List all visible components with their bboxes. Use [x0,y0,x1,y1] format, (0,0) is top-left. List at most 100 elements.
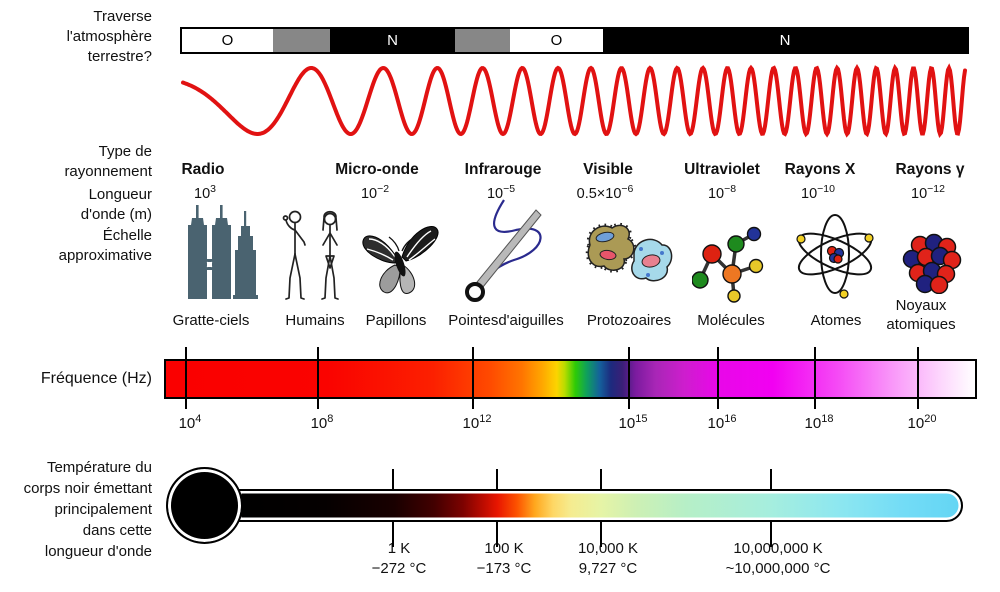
wavelength-value-rayons-x: 10−10 [801,183,835,202]
wavelength-base: 10 [911,185,928,202]
wavelength-base: 10 [801,185,818,202]
band-label-infrarouge: Infrarouge [464,161,542,178]
molecule-icon [692,222,768,304]
frequency-tick [628,347,630,409]
frequency-tick-value: 1020 [908,413,937,432]
frequency-base: 10 [804,415,822,432]
frequency-exponent: 20 [924,413,937,425]
atmosphere-question-label: Traverse l'atmosphère terrestre? [0,7,152,67]
humans-icon [278,208,352,303]
wavelength-value-micro-onde: 10−2 [361,183,389,202]
atmosphere-segment-partial [455,29,510,52]
row-label-line: Température du [46,459,152,476]
atmosphere-segment-transparent: O [182,29,273,52]
frequency-base: 10 [707,415,725,432]
frequency-tick [472,347,474,409]
band-label-radio: Radio [181,161,225,178]
frequency-tick [317,347,319,409]
band-label-rayons-x: Rayons X [784,161,856,178]
wavelength-exponent: −6 [621,183,634,195]
scale-label-protozoaires: Protozoaires [586,312,672,329]
scale-label-noyaux-atomiques: Noyaux atomiques [886,296,955,334]
temperature-celsius: −173 °C [476,560,532,577]
frequency-base: 10 [310,415,328,432]
atmosphere-segment-transparent: O [510,29,603,52]
atmosphere-segment-opaque: N [330,29,455,52]
wavelength-value-ultraviolet: 10−8 [708,183,736,202]
frequency-base: 10 [462,415,480,432]
wavelength-value-rayons-gamma: 10−12 [911,183,945,202]
frequency-row-label: Fréquence (Hz) [40,370,152,387]
frequency-exponent: 18 [821,413,834,425]
frequency-gradient-bar [164,359,977,399]
row-label-line: principalement [54,501,152,518]
wavelength-base: 10 [707,185,725,202]
wavelength-value-visible: 0.5×10−6 [577,183,634,202]
wavelength-row-label: Longueur d'onde (m) [0,185,152,225]
row-label-line: approximative [58,247,152,264]
row-label-line: dans cette [82,522,152,539]
atomic-nucleus-icon [898,232,962,294]
row-label-line: Échelle [102,227,152,244]
atmosphere-opacity-bar: O N O N [180,27,969,54]
scale-label-line: atomiques [886,316,956,333]
scale-label-atomes: Atomes [810,312,862,329]
wavelength-base: 0.5×10 [576,185,622,202]
band-label-visible: Visible [583,161,633,178]
wavelength-exponent: 3 [210,183,216,195]
protozoa-icon [578,215,673,297]
scale-label-pointes-aiguilles: Pointesd'aiguilles [448,312,564,329]
frequency-tick [814,347,816,409]
band-label-micro-onde: Micro-onde [335,161,419,178]
wavelength-chirp-wave [181,63,967,138]
wavelength-exponent: −10 [817,183,835,195]
thermometer-bulb [166,467,243,544]
row-label-line: rayonnement [64,163,152,180]
frequency-base: 10 [178,415,196,432]
wavelength-base: 10 [486,185,504,202]
row-label-line: d'onde (m) [80,206,152,223]
frequency-tick-value: 1012 [463,413,492,432]
atmosphere-segment-partial [273,29,330,52]
frequency-tick [717,347,719,409]
scale-label-gratte-ciels: Gratte-ciels [172,312,250,329]
wavelength-value-infrarouge: 10−5 [487,183,515,202]
frequency-base: 10 [618,415,636,432]
frequency-tick-value: 104 [179,413,202,432]
frequency-tick-value: 1015 [619,413,648,432]
needle-icon [452,198,557,308]
scale-label-papillons: Papillons [365,312,427,329]
band-label-ultraviolet: Ultraviolet [684,161,760,178]
row-label-line: corps noir émettant [23,480,152,497]
frequency-tick-value: 1018 [805,413,834,432]
row-label-line: Type de [98,143,152,160]
temperature-tick-label: 1 K −272 °C [372,539,427,579]
temperature-celsius: 9,727 °C [578,560,638,577]
band-label-rayons-gamma: Rayons γ [895,161,965,178]
frequency-exponent: 16 [724,413,737,425]
frequency-exponent: 8 [327,413,334,425]
atmosphere-question-line: terrestre? [87,48,152,65]
butterfly-icon [357,215,443,303]
temperature-kelvin: 10,000,000 K [733,540,823,557]
temperature-celsius: −272 °C [371,560,427,577]
wavelength-exponent: −2 [377,183,390,195]
wavelength-exponent: −5 [503,183,516,195]
wavelength-value-radio: 103 [194,183,216,202]
atom-icon [792,208,878,300]
frequency-tick-value: 1016 [708,413,737,432]
temperature-kelvin: 100 K [484,540,524,557]
frequency-tick-value: 108 [311,413,334,432]
scale-row-label: Échelle approximative [0,226,152,266]
wavelength-exponent: −8 [724,183,737,195]
radiation-type-row-label: Type de rayonnement [0,142,152,182]
scale-label-line: Noyaux [895,297,947,314]
wavelength-base: 10 [194,185,211,202]
atmosphere-segment-opaque: N [603,29,967,52]
temperature-tick-label: 10,000,000 K ~10,000,000 °C [726,539,831,579]
scale-label-humains: Humains [285,312,345,329]
atmosphere-question-line: l'atmosphère [66,28,152,45]
scale-label-molecules: Molécules [697,312,765,329]
frequency-tick [917,347,919,409]
